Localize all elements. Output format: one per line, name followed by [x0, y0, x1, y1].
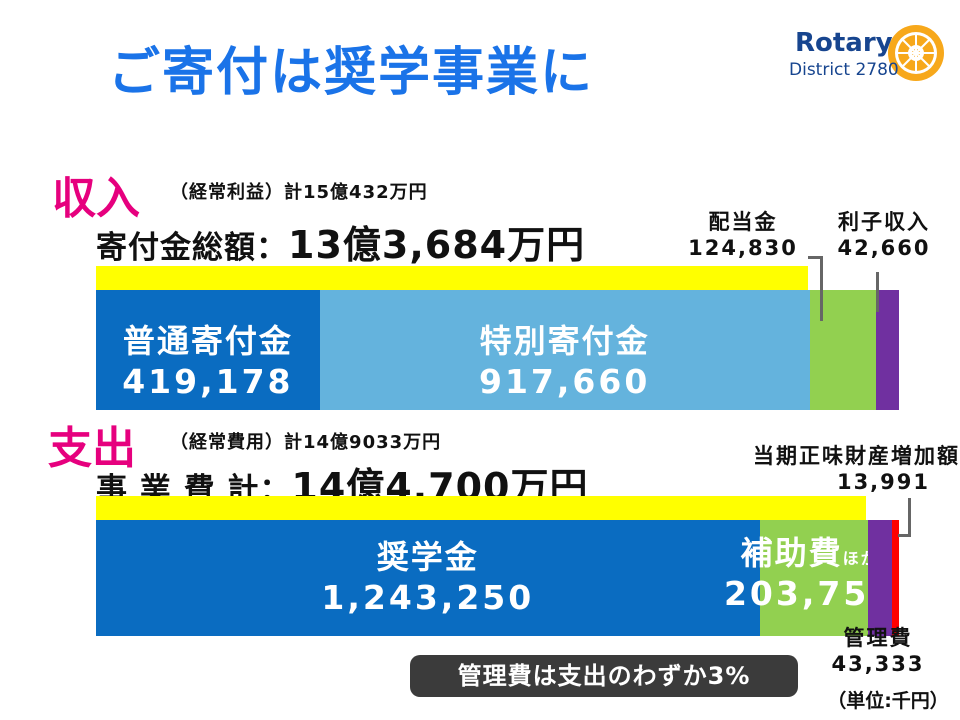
expense-highlight-bar — [96, 496, 866, 520]
net-increase-connector — [898, 498, 911, 537]
interest-connector — [876, 272, 887, 312]
dividend-callout: 配当金 124,830 — [668, 206, 818, 260]
interest-name: 利子収入 — [838, 210, 930, 234]
admin-callout: 管理費 43,333 — [822, 622, 934, 676]
bar-label-value-1-0: 1,243,250 — [321, 578, 535, 617]
income-total: 寄付金総額：13億3,684万円 — [96, 214, 585, 269]
income-total-label: 寄付金総額： — [96, 230, 288, 266]
expense-note: （経常費用）計14億9033万円 — [170, 432, 442, 453]
net-increase-callout: 当期正味財産増加額 13,991 — [706, 440, 960, 494]
income-label: 収入 — [52, 173, 140, 224]
rotary-wheel-icon — [885, 22, 947, 84]
bar-label-0-1: 特別寄付金 917,660 — [320, 316, 810, 401]
bar-label-value-0-0: 419,178 — [122, 362, 294, 401]
net-increase-name: 当期正味財産増加額 — [753, 444, 960, 468]
bar-segment-1-0 — [96, 520, 760, 636]
income-highlight-bar — [96, 266, 808, 290]
bar-label-value-1-1: 203,753 — [723, 574, 896, 613]
bar-segment-1-1 — [759, 520, 869, 636]
bar-label-name-1-0: 奨学金 — [376, 538, 479, 576]
admin-value: 43,333 — [831, 652, 925, 676]
logo-name: Rotary — [795, 28, 893, 58]
bar-segment-1-2 — [868, 520, 892, 636]
bar-label-suffix-1-1: ほか — [842, 549, 879, 568]
net-increase-value: 13,991 — [836, 470, 930, 494]
bar-label-1-0: 奨学金 1,243,250 — [96, 532, 760, 617]
bar-label-name-1-1: 補助費ほか — [740, 534, 879, 572]
dividend-connector — [808, 256, 823, 321]
admin-name: 管理費 — [843, 626, 913, 650]
income-note: （経常利益）計15億432万円 — [170, 182, 428, 203]
bar-label-0-0: 普通寄付金 419,178 — [96, 316, 320, 401]
admin-ratio-note: 管理費は支出のわずか3% — [410, 655, 798, 697]
bar-segment-0-3 — [876, 290, 899, 410]
interest-value: 42,660 — [837, 236, 931, 260]
bar-label-name-0-0: 普通寄付金 — [122, 322, 293, 360]
bar-segment-0-0 — [96, 290, 320, 410]
expense-label: 支出 — [48, 423, 136, 474]
interest-callout: 利子収入 42,660 — [822, 206, 946, 260]
income-total-value: 13億3,684万円 — [288, 223, 586, 267]
bar-label-value-0-1: 917,660 — [479, 362, 651, 401]
bar-label-name-0-1: 特別寄付金 — [479, 322, 650, 360]
page-title: ご寄付は奨学事業に — [108, 43, 595, 103]
dividend-value: 124,830 — [688, 236, 798, 260]
bar-segment-0-1 — [319, 290, 810, 410]
dividend-name: 配当金 — [708, 210, 778, 234]
bar-label-1-1: 補助費ほか 203,753 — [710, 528, 910, 613]
bar-segment-1-3 — [891, 520, 899, 636]
logo-district: District 2780 — [789, 60, 899, 80]
unit-label: （単位:千円） — [827, 690, 949, 712]
